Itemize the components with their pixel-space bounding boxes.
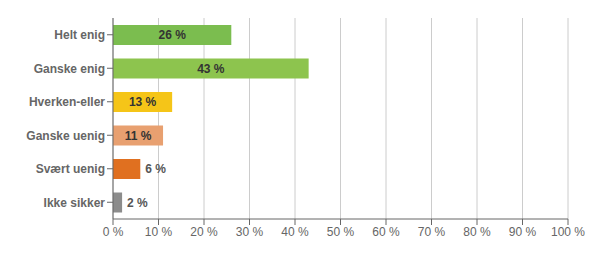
- svg-text:43 %: 43 %: [197, 62, 225, 76]
- svg-text:20 %: 20 %: [190, 225, 218, 239]
- svg-text:60 %: 60 %: [372, 225, 400, 239]
- svg-text:40 %: 40 %: [281, 225, 309, 239]
- svg-text:11 %: 11 %: [125, 129, 152, 143]
- svg-text:Ikke sikker: Ikke sikker: [44, 196, 106, 210]
- svg-text:30 %: 30 %: [236, 225, 264, 239]
- svg-text:6 %: 6 %: [145, 162, 166, 176]
- svg-text:0 %: 0 %: [103, 225, 124, 239]
- svg-text:26 %: 26 %: [158, 28, 186, 42]
- svg-text:90 %: 90 %: [509, 225, 537, 239]
- svg-text:Ganske uenig: Ganske uenig: [26, 129, 105, 143]
- svg-text:Helt enig: Helt enig: [54, 28, 105, 42]
- svg-text:10 %: 10 %: [145, 225, 173, 239]
- svg-text:70 %: 70 %: [418, 225, 446, 239]
- svg-text:Hverken-eller: Hverken-eller: [29, 95, 105, 109]
- svg-text:100 %: 100 %: [551, 225, 585, 239]
- svg-text:2 %: 2 %: [127, 196, 148, 210]
- svg-text:13 %: 13 %: [129, 95, 157, 109]
- svg-text:Svært uenig: Svært uenig: [36, 162, 105, 176]
- svg-text:80 %: 80 %: [463, 225, 491, 239]
- svg-text:Ganske enig: Ganske enig: [34, 62, 105, 76]
- svg-text:50 %: 50 %: [327, 225, 355, 239]
